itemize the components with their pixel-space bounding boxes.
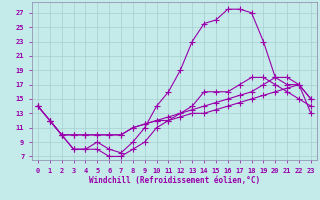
X-axis label: Windchill (Refroidissement éolien,°C): Windchill (Refroidissement éolien,°C) <box>89 176 260 185</box>
